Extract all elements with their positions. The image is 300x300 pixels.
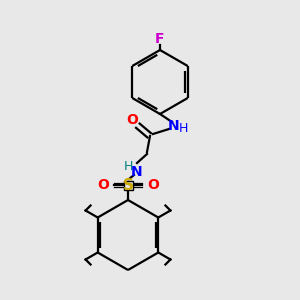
Text: N: N bbox=[168, 119, 180, 133]
Text: H: H bbox=[123, 160, 133, 173]
Text: O: O bbox=[147, 178, 159, 192]
Text: H: H bbox=[178, 122, 188, 136]
Text: N: N bbox=[131, 165, 143, 179]
Text: F: F bbox=[155, 32, 165, 46]
Bar bbox=[124, 181, 133, 190]
Text: O: O bbox=[97, 178, 109, 192]
Text: S: S bbox=[122, 178, 134, 193]
Text: O: O bbox=[126, 113, 138, 127]
